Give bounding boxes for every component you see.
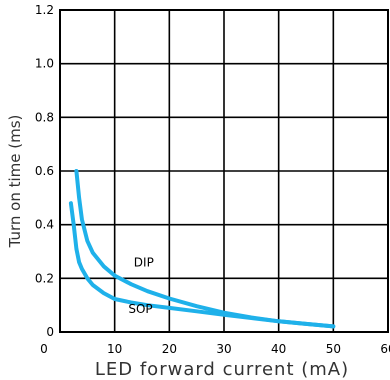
x-tick-label: 0 — [40, 342, 48, 356]
grid — [59, 9, 389, 333]
series-label-sop: SOP — [128, 302, 152, 316]
x-tick-label: 10 — [107, 342, 122, 356]
y-axis-label: Turn on time (ms) — [6, 115, 24, 249]
x-tick-label: 30 — [216, 342, 231, 356]
x-tick-label: 50 — [326, 342, 341, 356]
x-tick-label: 60 — [380, 342, 390, 356]
y-tick-label: 0.2 — [35, 271, 54, 285]
y-tick-label: 0.8 — [35, 110, 54, 124]
y-tick-label: 0.6 — [35, 164, 54, 178]
y-tick-label: 1.0 — [35, 57, 54, 71]
series-label-dip: DIP — [134, 255, 154, 269]
y-tick-label: 0 — [46, 325, 54, 339]
x-tick-label: 20 — [162, 342, 177, 356]
series-lines — [68, 169, 336, 329]
plot-frame — [59, 9, 389, 333]
y-tick-label: 0.4 — [35, 218, 54, 232]
series-line-sop — [68, 201, 336, 329]
series-labels: DIP SOP — [128, 255, 153, 316]
x-axis-label: LED forward current (mA) — [95, 359, 349, 380]
x-tick-labels: 0 10 20 30 40 50 60 — [40, 342, 390, 356]
y-tick-label: 1.2 — [35, 3, 54, 17]
x-tick-label: 40 — [271, 342, 286, 356]
y-tick-labels: 0 0.2 0.4 0.6 0.8 1.0 1.2 — [35, 3, 54, 339]
